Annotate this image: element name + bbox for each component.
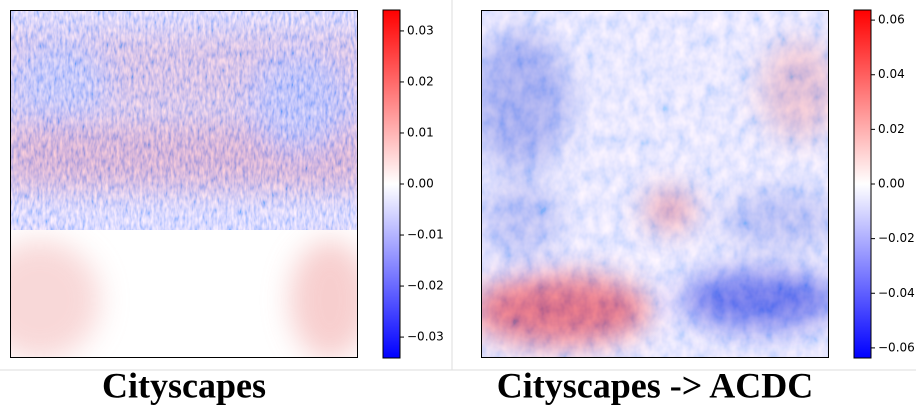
panel-title: Cityscapes (102, 365, 266, 405)
figure: −0.03 −0.02 −0.01 0.00 0.01 0.02 0.03 Cityscape… (0, 0, 916, 409)
heatmap-image (470, 10, 840, 358)
colorbar-tick-label: −0.04 (878, 286, 915, 300)
colorbar-tick-label: 0.04 (878, 67, 905, 81)
colorbar-tick-label: 0.06 (878, 13, 905, 27)
colorbar-tick-label: 0.01 (407, 125, 434, 139)
colorbar (383, 10, 400, 358)
colorbar-tick-label: −0.03 (407, 330, 444, 344)
colorbar-tick-label: 0.00 (407, 177, 434, 191)
panel-title: Cityscapes -> ACDC (497, 365, 814, 405)
colorbar (854, 10, 871, 358)
colorbar-tick-label: −0.06 (878, 340, 915, 354)
colorbar-tick-label: −0.02 (407, 279, 444, 293)
colorbar-tick-label: −0.02 (878, 231, 915, 245)
colorbar-tick-label: 0.03 (407, 23, 434, 37)
heatmap-image (0, 10, 370, 360)
colorbar-tick-label: 0.02 (878, 122, 905, 136)
colorbar-tick-label: −0.01 (407, 228, 444, 242)
colorbar-tick-label: 0.00 (878, 177, 905, 191)
colorbar-tick-label: 0.02 (407, 74, 434, 88)
